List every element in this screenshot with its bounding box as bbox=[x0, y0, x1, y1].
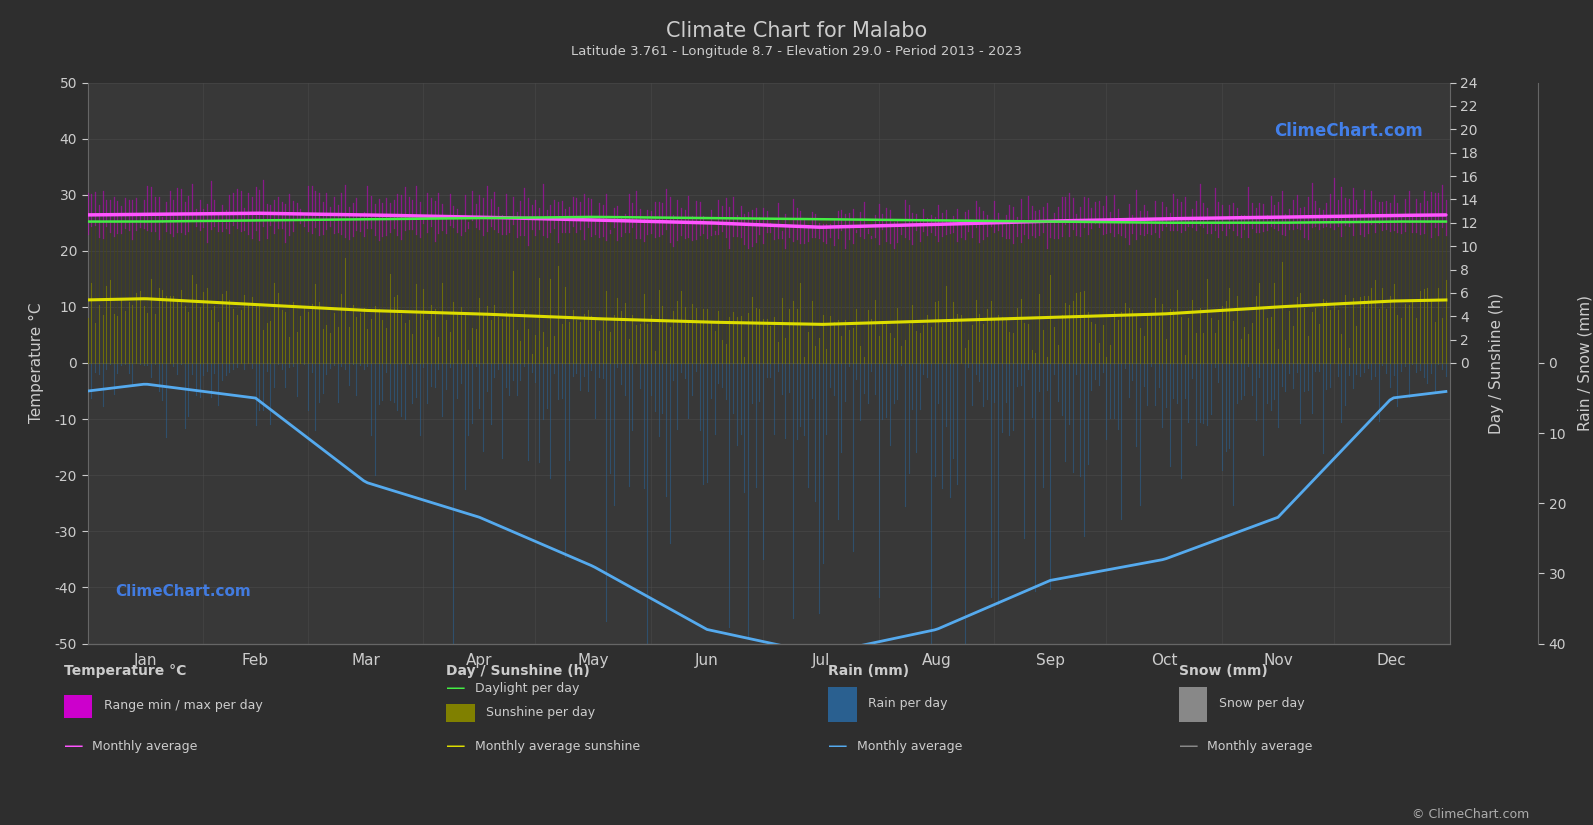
Text: ClimeChart.com: ClimeChart.com bbox=[1274, 122, 1423, 139]
Text: —: — bbox=[446, 737, 465, 757]
Text: Day / Sunshine (h): Day / Sunshine (h) bbox=[446, 664, 589, 678]
Text: Daylight per day: Daylight per day bbox=[475, 682, 580, 695]
Text: Monthly average sunshine: Monthly average sunshine bbox=[475, 740, 640, 753]
Y-axis label: Rain / Snow (mm): Rain / Snow (mm) bbox=[1577, 295, 1593, 431]
Text: © ClimeChart.com: © ClimeChart.com bbox=[1411, 808, 1529, 821]
Text: Temperature °C: Temperature °C bbox=[64, 664, 186, 678]
Y-axis label: Day / Sunshine (h): Day / Sunshine (h) bbox=[1489, 292, 1504, 434]
Text: Climate Chart for Malabo: Climate Chart for Malabo bbox=[666, 21, 927, 40]
Text: Rain per day: Rain per day bbox=[868, 697, 948, 710]
Text: Range min / max per day: Range min / max per day bbox=[104, 699, 263, 712]
Y-axis label: Temperature °C: Temperature °C bbox=[29, 303, 43, 423]
Text: ClimeChart.com: ClimeChart.com bbox=[115, 583, 250, 599]
Text: —: — bbox=[64, 737, 83, 757]
Text: —: — bbox=[828, 737, 847, 757]
Text: Snow per day: Snow per day bbox=[1219, 697, 1305, 710]
Text: —: — bbox=[1179, 737, 1198, 757]
Text: Snow (mm): Snow (mm) bbox=[1179, 664, 1268, 678]
Text: Latitude 3.761 - Longitude 8.7 - Elevation 29.0 - Period 2013 - 2023: Latitude 3.761 - Longitude 8.7 - Elevati… bbox=[570, 45, 1023, 59]
Text: —: — bbox=[446, 679, 465, 699]
Text: Rain (mm): Rain (mm) bbox=[828, 664, 910, 678]
Text: Monthly average: Monthly average bbox=[1207, 740, 1313, 753]
Text: Monthly average: Monthly average bbox=[92, 740, 198, 753]
Text: Monthly average: Monthly average bbox=[857, 740, 962, 753]
Text: Sunshine per day: Sunshine per day bbox=[486, 706, 596, 719]
